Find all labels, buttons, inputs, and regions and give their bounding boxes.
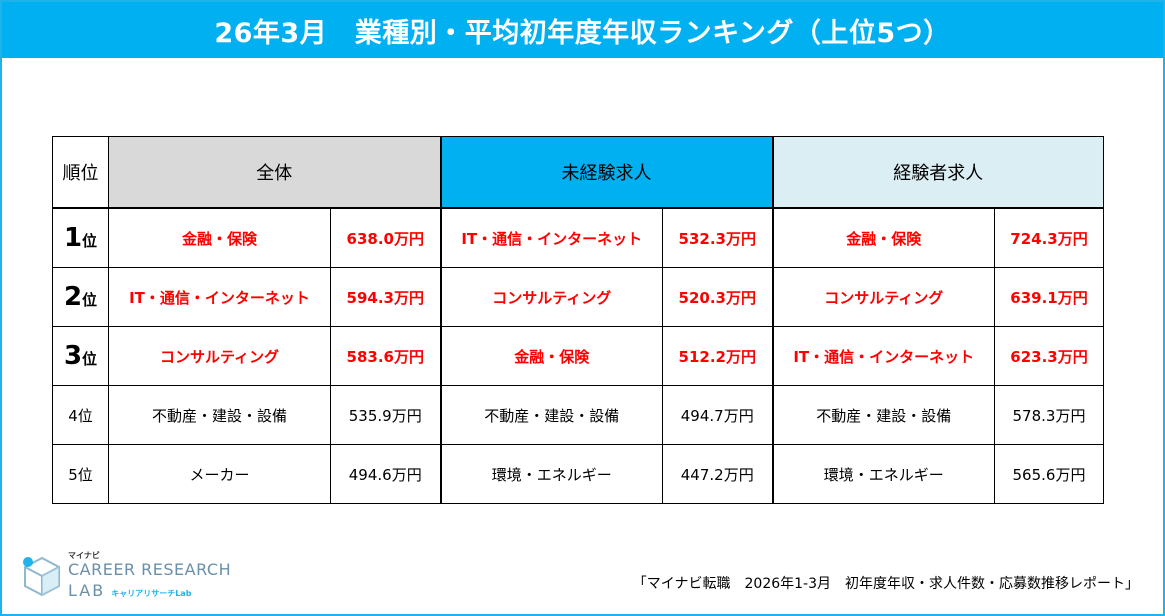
salary-experienced: 578.3万円 [994, 385, 1104, 445]
salary-experienced: 639.1万円 [994, 267, 1104, 327]
rank-cell: 2位 [52, 267, 109, 327]
salary-all: 535.9万円 [330, 385, 441, 445]
industry-experienced: 金融・保険 [771, 207, 995, 268]
rank-suffix: 位 [82, 350, 98, 368]
logo-brand: マイナビ [68, 551, 100, 560]
salary-experienced: 623.3万円 [994, 326, 1104, 386]
table-header-row: 順位 全体 未経験求人 経験者求人 [52, 136, 1104, 209]
table-row: 5位 メーカー 494.6万円 環境・エネルギー 447.2万円 環境・エネルギ… [52, 444, 1104, 504]
industry-experienced: 不動産・建設・設備 [771, 385, 995, 445]
table-row: 4位 不動産・建設・設備 535.9万円 不動産・建設・設備 494.7万円 不… [52, 385, 1104, 445]
logo-lab-text: LAB [68, 581, 106, 600]
table-row: 2位 IT・通信・インターネット 594.3万円 コンサルティング 520.3万… [52, 267, 1104, 327]
rank-number: 1 [63, 223, 83, 253]
industry-inexperienced: IT・通信・インターネット [439, 207, 663, 268]
rank-cell: 4位 [52, 385, 109, 445]
header-experienced: 経験者求人 [771, 136, 1104, 209]
ranking-table: 順位 全体 未経験求人 経験者求人 1位 金融・保険 638.0万円 IT・通信… [52, 136, 1104, 504]
industry-experienced: コンサルティング [771, 267, 995, 327]
header-inexperienced: 未経験求人 [439, 136, 773, 209]
rank-suffix: 位 [82, 232, 98, 250]
logo-lab: LAB キャリアリサーチLab [68, 581, 191, 600]
industry-all: IT・通信・インターネット [108, 267, 331, 327]
header-rank: 順位 [52, 136, 109, 209]
industry-inexperienced: 金融・保険 [439, 326, 663, 386]
salary-inexperienced: 494.7万円 [662, 385, 773, 445]
salary-inexperienced: 532.3万円 [662, 207, 773, 268]
industry-experienced: IT・通信・インターネット [771, 326, 995, 386]
salary-inexperienced: 520.3万円 [662, 267, 773, 327]
rank-suffix: 位 [82, 291, 98, 309]
source-note: 「マイナビ転職 2026年1-3月 初年度年収・求人件数・応募数推移レポート」 [632, 576, 1139, 592]
career-research-lab-logo: マイナビ CAREER RESEARCH LAB キャリアリサーチLab [22, 550, 231, 602]
rank-number: 2 [63, 282, 83, 312]
rank-cell: 1位 [52, 207, 109, 268]
table-row: 3位 コンサルティング 583.6万円 金融・保険 512.2万円 IT・通信・… [52, 326, 1104, 386]
salary-all: 638.0万円 [330, 207, 441, 268]
logo-subtitle: キャリアリサーチLab [111, 589, 192, 598]
rank-cell: 5位 [52, 444, 109, 504]
industry-inexperienced: 環境・エネルギー [439, 444, 663, 504]
industry-all: 金融・保険 [108, 207, 331, 268]
salary-all: 594.3万円 [330, 267, 441, 327]
industry-inexperienced: コンサルティング [439, 267, 663, 327]
header-all: 全体 [108, 136, 441, 209]
salary-experienced: 565.6万円 [994, 444, 1104, 504]
salary-inexperienced: 447.2万円 [662, 444, 773, 504]
industry-experienced: 環境・エネルギー [771, 444, 995, 504]
cube-logo-icon [23, 556, 60, 597]
industry-all: メーカー [108, 444, 331, 504]
rank-number: 3 [63, 341, 83, 371]
table-row: 1位 金融・保険 638.0万円 IT・通信・インターネット 532.3万円 金… [52, 207, 1104, 268]
rank-cell: 3位 [52, 326, 109, 386]
logo-title: CAREER RESEARCH [68, 560, 232, 579]
salary-all: 583.6万円 [330, 326, 441, 386]
industry-all: 不動産・建設・設備 [108, 385, 331, 445]
salary-inexperienced: 512.2万円 [662, 326, 773, 386]
industry-all: コンサルティング [108, 326, 331, 386]
salary-all: 494.6万円 [330, 444, 441, 504]
industry-inexperienced: 不動産・建設・設備 [439, 385, 663, 445]
page-title: 26年3月 業種別・平均初年度年収ランキング（上位5つ） [2, 2, 1163, 58]
salary-experienced: 724.3万円 [994, 207, 1104, 268]
